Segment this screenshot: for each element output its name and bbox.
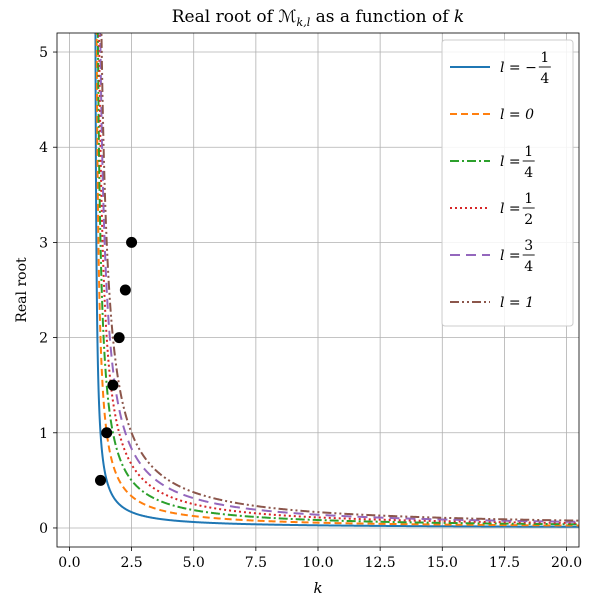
y-tick-label: 5 — [39, 45, 48, 61]
x-tick-label: 7.5 — [245, 555, 267, 571]
y-tick-label: 2 — [39, 331, 48, 347]
y-tick-label: 3 — [39, 235, 48, 251]
root-marker — [113, 332, 125, 344]
x-tick-label: 12.5 — [365, 555, 396, 571]
legend-fraction-numerator: 1 — [524, 191, 533, 207]
y-tick-label: 1 — [39, 426, 48, 442]
legend-label: l = — [500, 154, 521, 170]
x-tick-label: 15.0 — [427, 555, 458, 571]
y-tick-label: 4 — [39, 140, 48, 156]
legend-box — [441, 39, 574, 327]
chart-title: Real root of ℳk,l as a function of k — [172, 7, 464, 29]
y-axis-label: Real root — [14, 257, 30, 323]
x-tick-label: 10.0 — [302, 555, 333, 571]
series-line — [98, 33, 579, 525]
series-line — [95, 33, 579, 527]
x-axis-ticks: 0.0 2.5 5.0 7.5 10.0 12.5 15.0 17.5 20.0 — [58, 547, 582, 571]
legend-fraction-denominator: 4 — [524, 259, 533, 275]
series-line — [99, 33, 579, 523]
root-markers — [95, 236, 138, 486]
legend-fraction-numerator: 1 — [540, 50, 549, 66]
legend-fraction-numerator: 3 — [524, 238, 533, 254]
legend-label: l = − — [500, 60, 537, 76]
root-marker — [119, 284, 131, 296]
legend-fraction-denominator: 4 — [540, 71, 549, 87]
legend-fraction-denominator: 2 — [524, 212, 533, 228]
legend-label: l = — [500, 201, 521, 217]
root-marker — [126, 236, 138, 248]
legend-fraction-numerator: 1 — [524, 144, 533, 160]
y-tick-label: 0 — [39, 521, 48, 537]
series-line — [100, 33, 579, 522]
x-tick-label: 2.5 — [120, 555, 142, 571]
legend-fraction-denominator: 4 — [524, 165, 533, 181]
y-axis-ticks: 0 1 2 3 4 5 — [39, 45, 57, 537]
x-axis-label: k — [313, 579, 322, 597]
series-line — [96, 33, 579, 526]
series-line — [94, 33, 579, 528]
legend-label: l = 0 — [500, 107, 534, 123]
legend: l = −14l = 0l = 14l = 12l = 34l = 1 — [441, 39, 574, 327]
legend-label: l = 1 — [500, 295, 534, 311]
root-marker — [95, 474, 106, 486]
x-tick-label: 20.0 — [551, 555, 582, 571]
x-tick-label: 0.0 — [58, 555, 80, 571]
root-marker — [101, 427, 113, 439]
x-tick-label: 17.5 — [489, 555, 520, 571]
series-curves — [94, 33, 579, 528]
root-marker — [107, 379, 119, 391]
legend-label: l = — [500, 248, 521, 264]
x-tick-label: 5.0 — [183, 555, 205, 571]
